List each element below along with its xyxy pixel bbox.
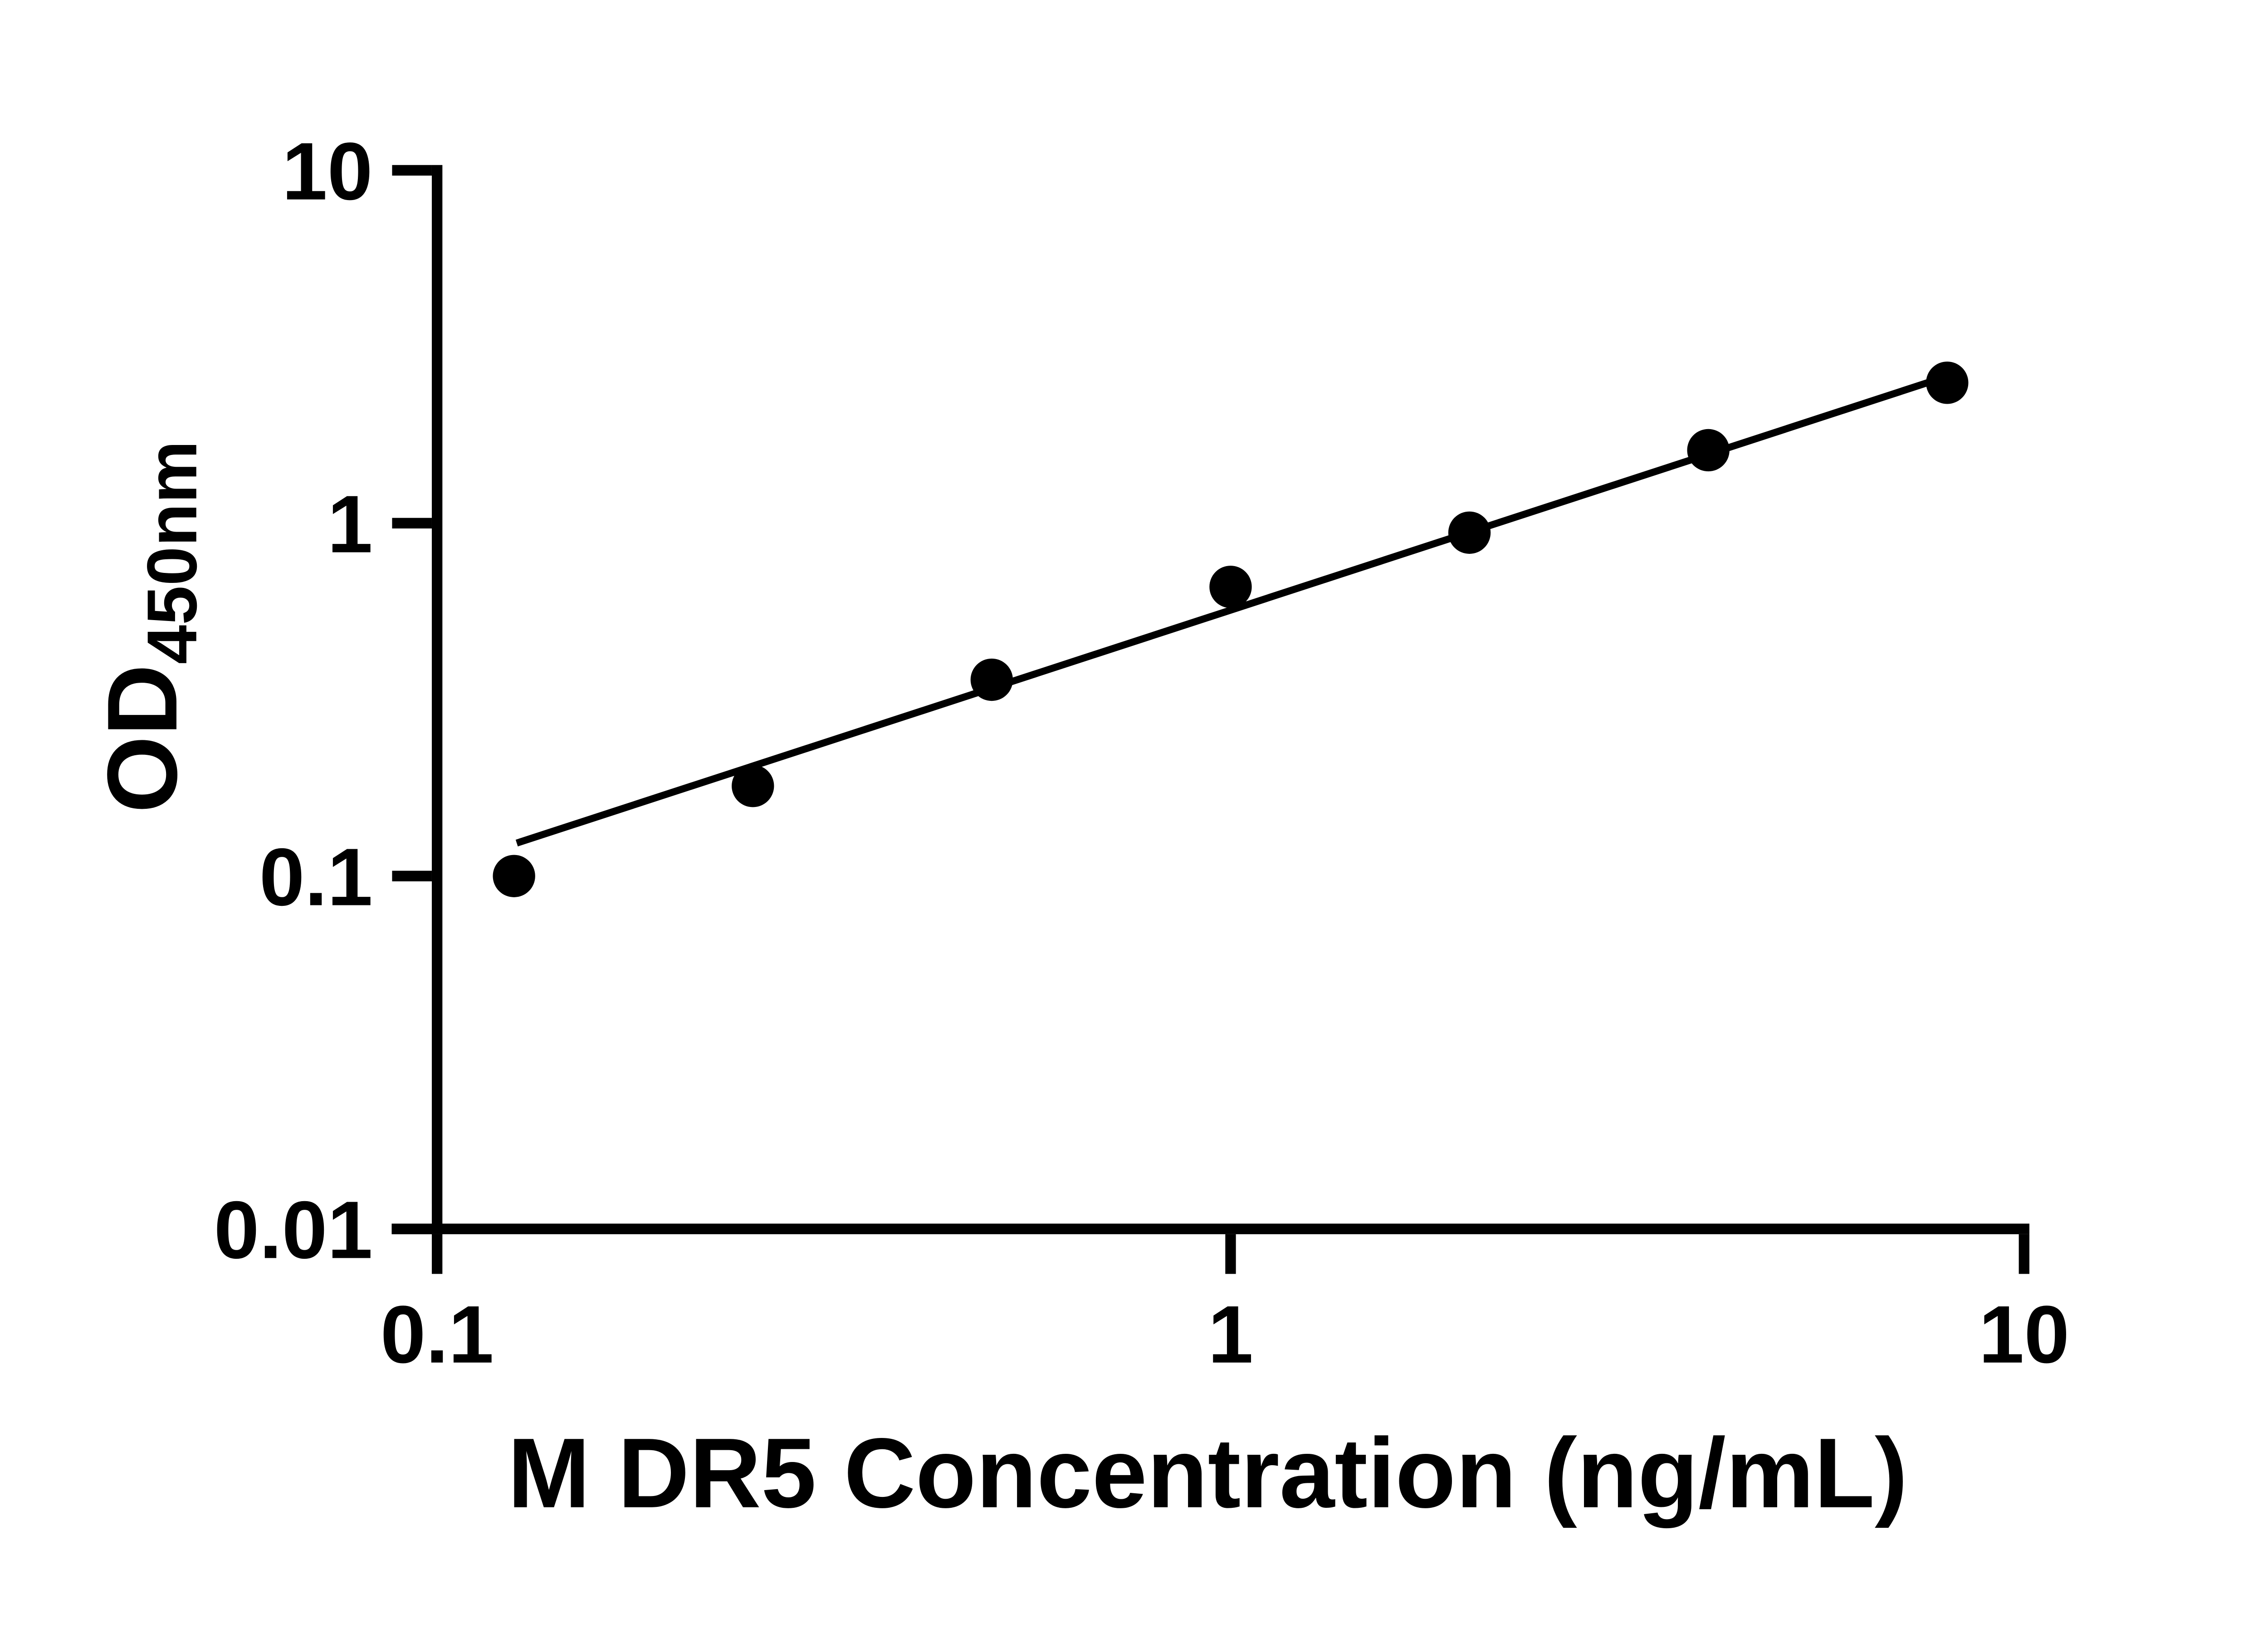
x-tick [1225, 1234, 1236, 1274]
data-point [970, 658, 1013, 701]
x-tick-label: 10 [1979, 1289, 2069, 1380]
y-tick [392, 1223, 432, 1234]
data-point [493, 855, 535, 897]
data-points [493, 362, 1969, 897]
y-axis-title-main: OD [87, 664, 198, 813]
y-tick [392, 518, 432, 529]
x-tick-label: 1 [1208, 1289, 1253, 1380]
y-axis-title: OD450nm [87, 440, 211, 813]
y-tick [392, 165, 432, 176]
y-tick-label: 0.1 [259, 831, 373, 923]
y-axis-title-sub: 450nm [132, 440, 211, 664]
data-point [732, 765, 774, 807]
data-point [1687, 429, 1730, 472]
x-axis-title: M DR5 Concentration (ng/mL) [508, 1418, 1908, 1529]
axes [391, 165, 2029, 1234]
data-point [1209, 566, 1252, 608]
axis-ticks [392, 165, 2029, 1274]
y-tick-label: 0.01 [214, 1184, 373, 1276]
y-axis-line [431, 165, 443, 1234]
x-tick [431, 1234, 443, 1274]
x-axis-line [391, 1223, 2029, 1234]
x-tick-label: 0.1 [381, 1289, 494, 1380]
data-point [1926, 362, 1969, 404]
data-point [1448, 511, 1491, 554]
x-tick [2019, 1234, 2029, 1274]
y-tick-label: 1 [327, 479, 373, 570]
y-tick [392, 870, 432, 881]
y-tick-label: 10 [282, 126, 373, 217]
